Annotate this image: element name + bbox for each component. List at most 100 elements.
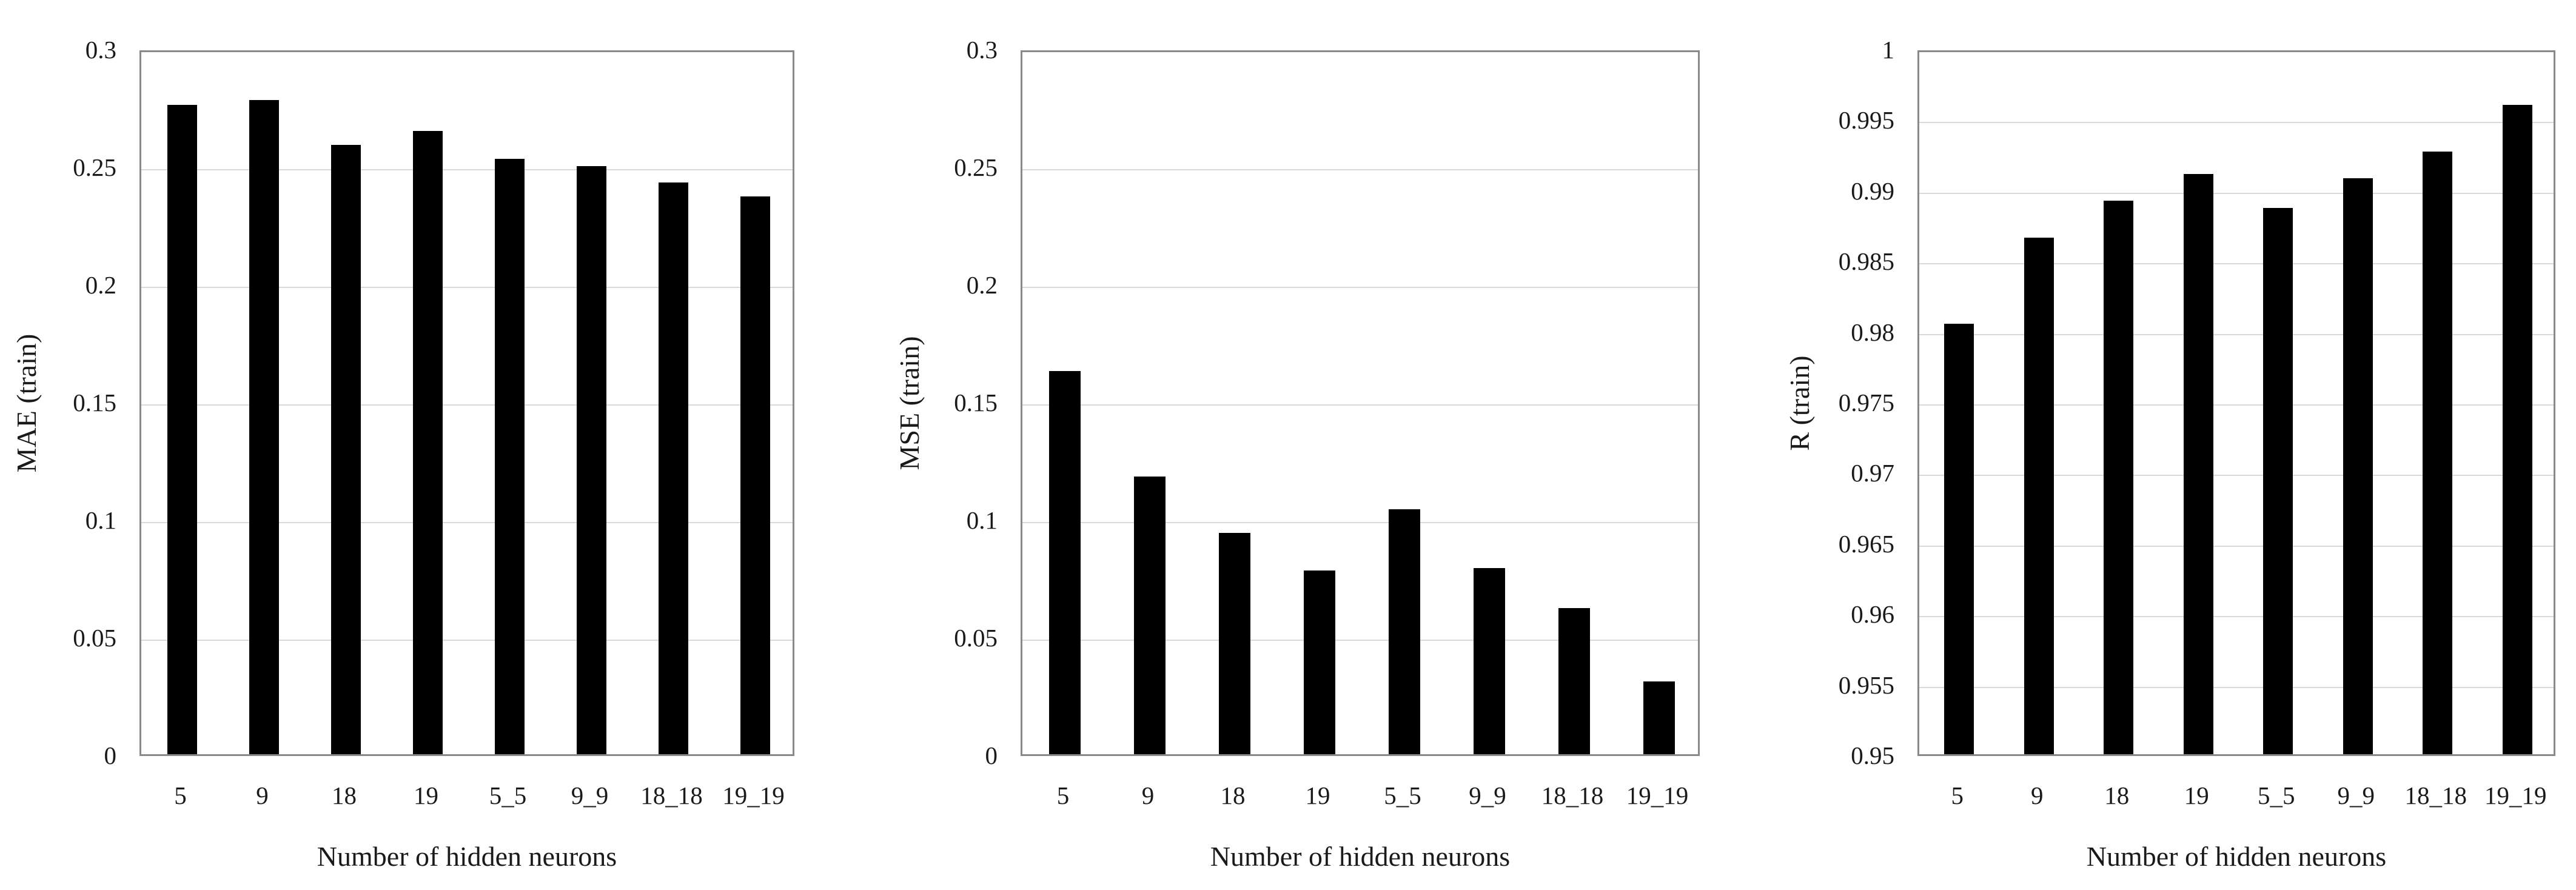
mse-train-chart: MSE (train) Number of hidden neurons 0 0.… [859, 0, 1717, 890]
y-tick-label: 0.97 [1851, 459, 1894, 487]
gridline [1919, 263, 2554, 265]
bar-19_19 [740, 196, 771, 754]
y-tick-label: 0.95 [1851, 741, 1894, 769]
x-tick-label: 18_18 [640, 781, 703, 809]
x-tick-label: 5_5 [1384, 781, 1421, 809]
bar-18 [1219, 533, 1250, 754]
gridline [1022, 404, 1698, 406]
x-tick-label: 18_18 [2404, 781, 2467, 809]
y-tick-label: 1 [1882, 36, 1895, 64]
x-tick-label: 19_19 [722, 781, 785, 809]
gridline [141, 640, 793, 641]
bar-18_18 [658, 182, 689, 754]
y-tick-label: 0.2 [85, 271, 116, 299]
gridline [1022, 640, 1698, 641]
y-tick-label: 0.2 [966, 271, 998, 299]
y-tick-label: 0.3 [966, 36, 998, 64]
x-tick-label: 18 [332, 781, 357, 809]
bar-19_19 [1643, 681, 1675, 754]
x-tick-label: 5 [174, 781, 187, 809]
bar-5_5 [2263, 208, 2293, 754]
mae-train-chart: MAE (train) Number of hidden neurons 0 0.… [0, 0, 859, 890]
x-tick-label: 19_19 [1626, 781, 1689, 809]
x-tick-label: 19 [1305, 781, 1330, 809]
y-tick-label: 0 [985, 741, 998, 769]
x-tick-label: 19_19 [2484, 781, 2547, 809]
y-tick-label: 0.96 [1851, 600, 1894, 629]
bar-9_9 [1474, 568, 1505, 754]
x-tick-label: 19 [414, 781, 438, 809]
x-tick-label: 9_9 [1469, 781, 1506, 809]
x-tick-label: 9 [1141, 781, 1155, 809]
bar-19 [2183, 174, 2213, 754]
x-tick-label: 18_18 [1541, 781, 1604, 809]
y-tick-label: 0.99 [1851, 176, 1894, 205]
bar-9 [249, 100, 280, 754]
x-axis-title: Number of hidden neurons [317, 841, 617, 872]
bar-5_5 [1389, 509, 1420, 754]
y-tick-label: 0.995 [1838, 106, 1894, 135]
bar-9 [2024, 237, 2054, 754]
bar-5 [167, 105, 198, 754]
x-tick-label: 9 [2031, 781, 2044, 809]
gridline [1919, 475, 2554, 477]
gridline [141, 169, 793, 170]
gridline [1022, 522, 1698, 523]
x-tick-label: 9_9 [2337, 781, 2375, 809]
y-tick-label: 0.955 [1838, 671, 1894, 699]
x-tick-label: 5_5 [2258, 781, 2295, 809]
x-tick-label: 19 [2184, 781, 2209, 809]
y-tick-label: 0 [104, 741, 117, 769]
bar-5_5 [494, 159, 525, 754]
bar-18 [2104, 201, 2134, 754]
plot-area [139, 50, 794, 756]
x-tick-label: 18 [2104, 781, 2130, 809]
gridline [1919, 122, 2554, 124]
bar-19 [1304, 570, 1335, 754]
y-tick-label: 0.985 [1838, 247, 1894, 276]
x-tick-label: 5 [1951, 781, 1964, 809]
y-tick-label: 0.3 [85, 36, 116, 64]
x-axis-title: Number of hidden neurons [2086, 841, 2387, 872]
y-tick-label: 0.15 [73, 389, 116, 417]
y-tick-label: 0.965 [1838, 529, 1894, 558]
x-axis-title: Number of hidden neurons [1210, 841, 1511, 872]
y-tick-label: 0.975 [1838, 389, 1894, 417]
y-tick-label: 0.1 [85, 506, 116, 534]
bar-5 [1049, 370, 1081, 754]
bar-5 [1944, 323, 1974, 754]
y-tick-label: 0.05 [73, 624, 116, 652]
bar-18_18 [2423, 151, 2453, 754]
plot-area [1917, 50, 2555, 756]
x-tick-label: 18 [1220, 781, 1246, 809]
bar-9_9 [2343, 178, 2373, 754]
r-train-chart: R (train) Number of hidden neurons 0.95 0… [1717, 0, 2576, 890]
x-tick-label: 5 [1056, 781, 1070, 809]
gridline [1919, 616, 2554, 618]
y-tick-label: 0.25 [954, 153, 998, 181]
bar-9_9 [576, 166, 607, 754]
y-tick-label: 0.15 [954, 389, 998, 417]
gridline [1919, 333, 2554, 335]
bar-19 [412, 130, 443, 754]
x-tick-label: 9 [256, 781, 269, 809]
gridline [1022, 287, 1698, 288]
plot-area [1021, 50, 1700, 756]
bar-9 [1134, 477, 1166, 754]
gridline [141, 522, 793, 523]
y-tick-label: 0.05 [954, 624, 998, 652]
bar-19_19 [2502, 105, 2532, 754]
gridline [1919, 686, 2554, 688]
gridline [1919, 404, 2554, 406]
y-tick-label: 0.98 [1851, 318, 1894, 346]
bar-18_18 [1558, 608, 1590, 754]
x-tick-label: 9_9 [571, 781, 609, 809]
x-tick-label: 5_5 [489, 781, 527, 809]
gridline [1022, 169, 1698, 170]
y-tick-label: 0.25 [73, 153, 116, 181]
gridline [141, 404, 793, 406]
gridline [1919, 545, 2554, 547]
gridline [141, 287, 793, 288]
gridline [1919, 192, 2554, 194]
